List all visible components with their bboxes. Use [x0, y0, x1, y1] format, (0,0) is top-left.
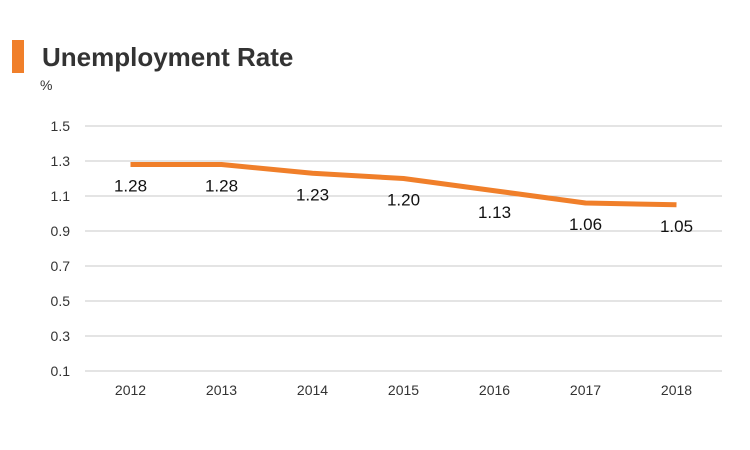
chart-title: Unemployment Rate: [42, 42, 294, 72]
data-label: 1.23: [296, 185, 329, 204]
y-tick-label: 0.7: [51, 258, 71, 274]
y-tick-label: 0.9: [51, 223, 71, 239]
x-tick-label: 2018: [661, 382, 692, 398]
series-line: [130, 162, 677, 208]
title-accent-bar: [12, 40, 24, 73]
x-tick-label: 2015: [388, 382, 419, 398]
y-tick-label: 0.5: [51, 293, 71, 309]
y-axis-unit-label: %: [40, 77, 53, 93]
x-tick-label: 2012: [115, 382, 146, 398]
x-tick-label: 2013: [206, 382, 237, 398]
y-tick-label: 1.1: [51, 188, 71, 204]
data-label: 1.05: [660, 217, 693, 236]
x-tick-label: 2014: [297, 382, 328, 398]
y-tick-label: 1.5: [51, 118, 71, 134]
data-label: 1.06: [569, 215, 602, 234]
x-tick-label: 2016: [479, 382, 510, 398]
chart-header: Unemployment Rate %: [0, 0, 750, 93]
data-label: 1.20: [387, 191, 420, 210]
data-label: 1.28: [114, 177, 147, 196]
x-tick-label: 2017: [570, 382, 601, 398]
data-label: 1.13: [478, 203, 511, 222]
y-tick-label: 0.3: [51, 328, 71, 344]
y-tick-label: 1.3: [51, 153, 71, 169]
data-label: 1.28: [205, 177, 238, 196]
y-tick-label: 0.1: [51, 363, 71, 379]
